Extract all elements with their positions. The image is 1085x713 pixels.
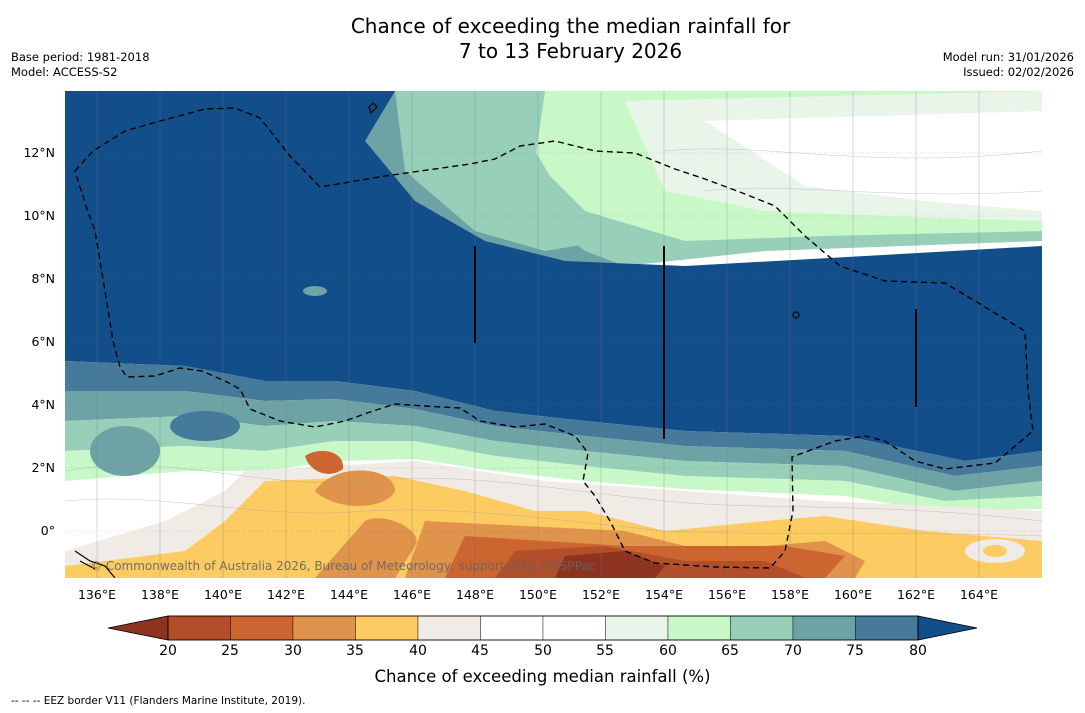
cbar-tick-45: 45 — [471, 643, 489, 659]
lat-label-10n: 10°N — [23, 208, 55, 223]
rainfall-map-svg — [65, 91, 1042, 578]
lon-label-142e: 142°E — [266, 587, 305, 602]
cbar-tick-65: 65 — [721, 643, 739, 659]
lon-label-160e: 160°E — [833, 587, 872, 602]
cbar-tick-70: 70 — [784, 643, 802, 659]
cbar-tick-20: 20 — [159, 643, 177, 659]
lat-label-6n: 6°N — [31, 334, 55, 349]
lon-label-138e: 138°E — [140, 587, 179, 602]
colorbar-segment — [292, 615, 356, 641]
title-line-2: 7 to 13 February 2026 — [458, 39, 683, 63]
colorbar-title: Chance of exceeding median rainfall (%) — [374, 667, 711, 686]
colorbar-segment — [730, 615, 794, 641]
meta-right: Model run: 31/01/2026 Issued: 02/02/2026 — [943, 50, 1074, 80]
cbar-tick-80: 80 — [909, 643, 927, 659]
colorbar-segment — [480, 615, 544, 641]
colorbar-segment — [417, 615, 481, 641]
colorbar-segment — [667, 615, 731, 641]
lon-label-152e: 152°E — [581, 587, 620, 602]
cbar-tick-40: 40 — [409, 643, 427, 659]
colorbar-extend-high — [917, 615, 978, 641]
cbar-tick-60: 60 — [659, 643, 677, 659]
lat-label-12n: 12°N — [23, 145, 55, 160]
lon-label-164e: 164°E — [959, 587, 998, 602]
lon-label-146e: 146°E — [392, 587, 431, 602]
lon-label-150e: 150°E — [518, 587, 557, 602]
model-run: Model run: 31/01/2026 — [942, 50, 1074, 64]
colorbar-segment — [355, 615, 419, 641]
eez-footnote: -- -- -- EEZ border V11 (Flanders Marine… — [11, 695, 306, 707]
chart-title: Chance of exceeding the median rainfall … — [0, 14, 1085, 64]
colorbar-segment — [167, 615, 231, 641]
meta-left: Base period: 1981-2018 Model: ACCESS-S2 — [11, 50, 150, 80]
lon-label-136e: 136°E — [77, 587, 116, 602]
model-name: Model: ACCESS-S2 — [11, 65, 118, 79]
cbar-tick-35: 35 — [346, 643, 364, 659]
lon-label-140e: 140°E — [203, 587, 242, 602]
rainfall-map — [65, 91, 1042, 578]
cbar-tick-50: 50 — [534, 643, 552, 659]
cbar-tick-75: 75 — [846, 643, 864, 659]
lon-label-148e: 148°E — [455, 587, 494, 602]
colorbar-segment — [855, 615, 919, 641]
colorbar-segment — [605, 615, 669, 641]
lon-label-154e: 154°E — [644, 587, 683, 602]
cbar-tick-30: 30 — [284, 643, 302, 659]
colorbar-segment — [792, 615, 856, 641]
cbar-tick-25: 25 — [221, 643, 239, 659]
copyright-text: © Commonwealth of Australia 2026, Bureau… — [90, 559, 596, 573]
colorbar-segment — [542, 615, 606, 641]
cbar-tick-55: 55 — [596, 643, 614, 659]
lon-label-156e: 156°E — [707, 587, 746, 602]
title-line-1: Chance of exceeding the median rainfall … — [350, 14, 791, 38]
base-period: Base period: 1981-2018 — [11, 50, 150, 64]
lat-label-2n: 2°N — [31, 460, 55, 475]
lon-label-144e: 144°E — [329, 587, 368, 602]
lat-label-0: 0° — [40, 523, 55, 538]
colorbar — [107, 615, 978, 641]
colorbar-segment — [230, 615, 294, 641]
lon-label-162e: 162°E — [896, 587, 935, 602]
issued-date: Issued: 02/02/2026 — [963, 65, 1074, 79]
lon-label-158e: 158°E — [770, 587, 809, 602]
eez-border-line — [74, 107, 1034, 569]
lat-label-4n: 4°N — [31, 397, 55, 412]
colorbar-extend-low — [107, 615, 169, 641]
lat-label-8n: 8°N — [31, 271, 55, 286]
